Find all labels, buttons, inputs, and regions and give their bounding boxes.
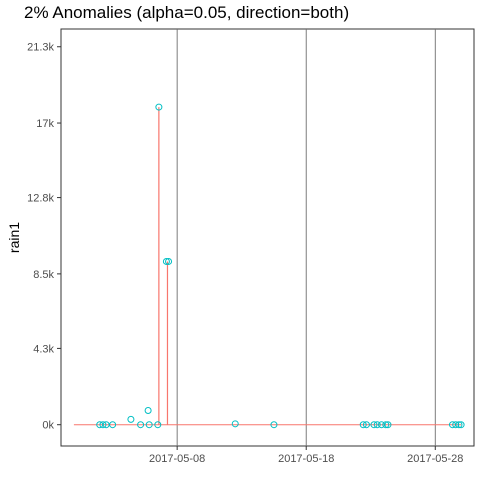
anomaly-point	[109, 421, 117, 429]
anomaly-point	[362, 421, 370, 429]
anomaly-point	[382, 421, 390, 429]
y-tick-label: 4.3k	[33, 343, 54, 355]
anomaly-point	[452, 421, 460, 429]
x-axis: 2017-05-08 2017-05-18 2017-05-28	[149, 446, 463, 465]
anomaly-point	[373, 421, 381, 429]
anomaly-point	[384, 421, 392, 429]
y-axis: 0k 4.3k 8.5k 12.8k 17k 21.3k	[27, 42, 61, 432]
anomaly-point	[137, 421, 145, 429]
anomaly-point	[270, 421, 278, 429]
anomaly-point	[162, 257, 170, 265]
anomaly-point	[127, 415, 135, 423]
plot-panel	[60, 28, 475, 447]
y-tick-label: 21.3k	[27, 42, 54, 54]
anomaly-point	[231, 420, 239, 428]
y-axis-title: rain1	[6, 222, 22, 253]
y-tick-label: 0k	[42, 420, 54, 432]
anomaly-point	[455, 421, 463, 429]
x-tick-label: 2017-05-28	[407, 453, 463, 465]
x-tick-label: 2017-05-08	[149, 453, 205, 465]
anomaly-point	[99, 421, 107, 429]
x-tick-label: 2017-05-18	[278, 453, 334, 465]
anomaly-point	[144, 407, 152, 415]
y-tick-label: 8.5k	[33, 269, 54, 281]
y-tick-label: 12.8k	[27, 193, 54, 205]
series-lines	[73, 107, 462, 426]
chart-title: 2% Anomalies (alpha=0.05, direction=both…	[24, 3, 350, 22]
anomaly-point	[154, 421, 162, 429]
data-points	[96, 103, 465, 429]
anomaly-point	[145, 421, 153, 429]
y-tick-label: 17k	[36, 118, 54, 130]
anomaly-point	[457, 421, 465, 429]
grid-lines	[176, 29, 436, 446]
anomaly-point	[155, 103, 163, 111]
anomaly-point	[359, 421, 367, 429]
anomaly-point	[165, 257, 173, 265]
anomaly-point	[370, 421, 378, 429]
